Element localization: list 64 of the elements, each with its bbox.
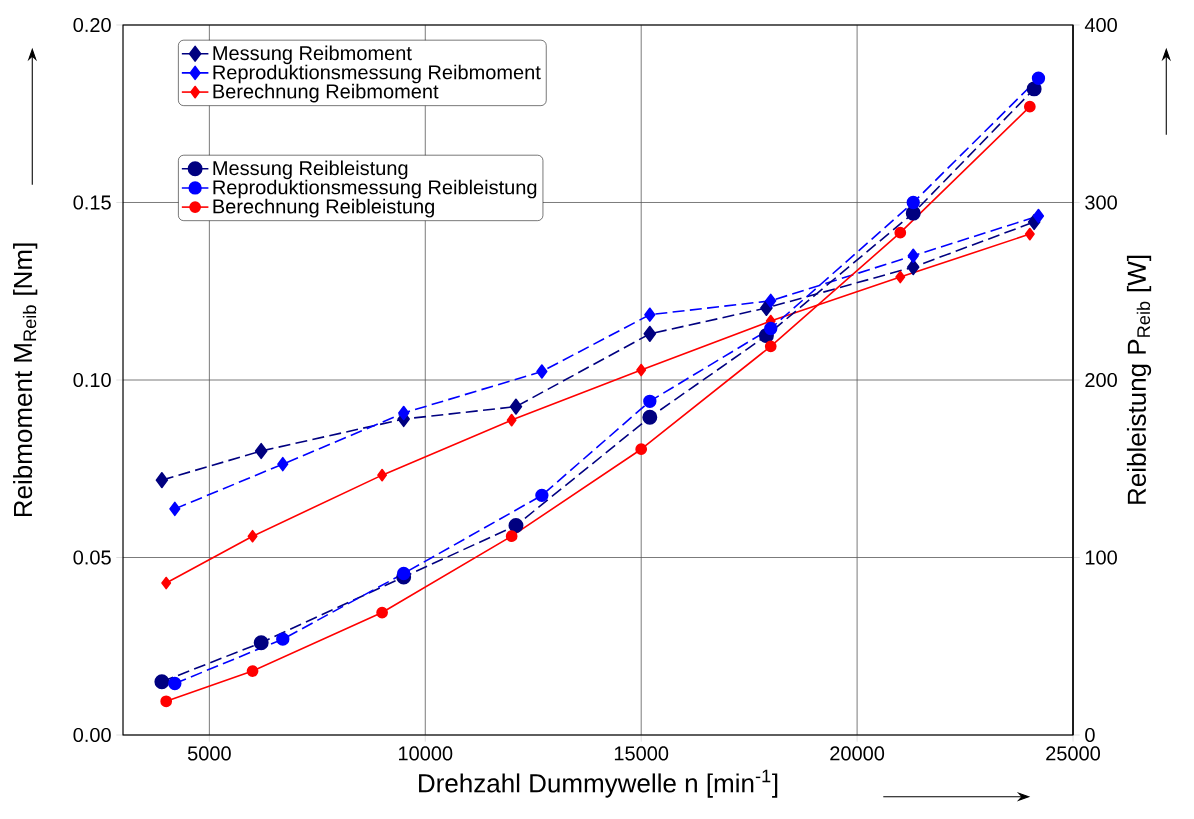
point [635,443,648,456]
legend-label: Berechnung Reibleistung [213,198,434,218]
legend-label: Messung Reibleistung [213,160,408,180]
point [277,456,289,472]
point [509,398,523,415]
x-tick-label: 5000 [187,746,231,761]
x-tick-label: 15000 [614,746,669,761]
x-tick-label: 25000 [1046,746,1101,761]
legend-label: Messung Reibmoment [213,45,412,65]
point [276,632,290,646]
x-tick-label: 20000 [830,746,885,761]
point [1023,100,1036,113]
point [906,195,920,210]
point [643,325,657,342]
y-tick-label: 0.00 [73,727,111,743]
y-tick-label: 0.20 [73,17,111,33]
point [169,501,181,517]
point [765,293,777,309]
point [636,363,647,377]
x-axis-title: Drehzahl Dummywelle n [min$^{-1}$] [419,769,778,798]
y2-tick-label: 100 [1085,550,1117,565]
y2-tick-label: 0 [1085,727,1095,743]
point [508,518,524,534]
point [246,665,259,677]
point [764,340,777,353]
point [168,676,182,691]
y2-tick-label: 300 [1085,195,1117,210]
point [506,413,517,427]
x-tick-label: 10000 [399,746,453,761]
point [535,488,549,503]
y-tick-label: 0.10 [73,372,111,388]
point [160,695,173,708]
point [155,471,169,489]
point [247,529,258,543]
y2-axis-title: Reibleistung P$_{Reib}$ [W] [1126,255,1152,504]
y-tick-label: 0.05 [73,550,111,565]
point [642,409,658,425]
point [1031,71,1046,85]
point [1032,208,1045,224]
point [505,530,518,543]
point [253,635,269,651]
y-tick-label: 0.15 [73,195,111,210]
legend-label: Berechnung Reibmoment [213,83,439,103]
point [376,606,388,619]
point [154,674,170,690]
point [161,576,172,590]
y-axis-title: Reibmoment M$_{Reib}$ [Nm] [13,243,38,517]
point [895,270,906,284]
legend-label: Reproduktionsmessung Reibmoment [213,64,541,84]
point [1024,227,1035,241]
legend-label: Reproduktionsmessung Reibleistung [213,179,537,199]
y2-tick-label: 400 [1084,17,1117,33]
point [377,468,388,482]
point [536,364,548,379]
point [1026,81,1042,97]
point [397,566,411,581]
point [894,226,907,239]
point [643,394,657,408]
point [764,321,778,336]
point [254,442,268,460]
y2-tick-label: 200 [1085,372,1117,388]
point [398,405,410,421]
point [644,307,656,322]
point [907,248,919,263]
